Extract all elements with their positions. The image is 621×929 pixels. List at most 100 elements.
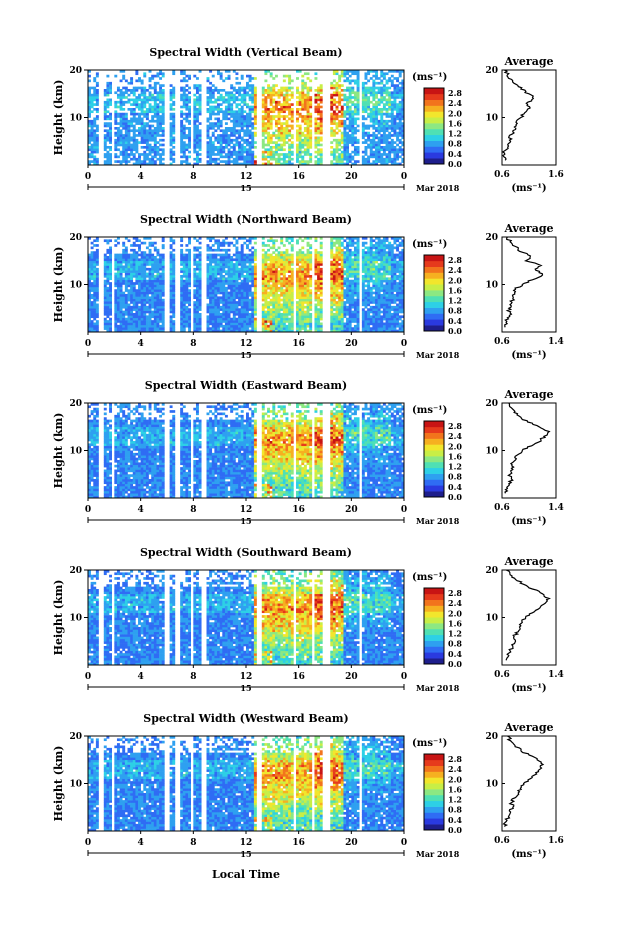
heatmap-cell (193, 292, 196, 295)
heatmap-cell (238, 320, 241, 323)
heatmap-cell (299, 141, 302, 144)
heatmap-cell (388, 91, 391, 94)
heatmap-cell (238, 313, 241, 316)
heatmap-cell (185, 254, 188, 257)
heatmap-cell (207, 275, 210, 278)
heatmap-cell (104, 148, 107, 151)
heatmap-cell (196, 96, 199, 99)
heatmap-cell (122, 94, 125, 97)
heatmap-cell (241, 120, 244, 123)
heatmap-cell (106, 308, 109, 311)
heatmap-cell (143, 106, 146, 109)
heatmap-cell (254, 270, 257, 273)
heatmap-cell (156, 127, 159, 130)
heatmap-cell (149, 77, 152, 80)
heatmap-cell (380, 91, 383, 94)
heatmap-cell (196, 108, 199, 111)
heatmap-cell (267, 132, 270, 135)
heatmap-cell (272, 108, 275, 111)
heatmap-cell (183, 296, 186, 299)
heatmap-cell (149, 308, 152, 311)
heatmap-cell (130, 118, 133, 121)
heatmap-cell (117, 327, 120, 330)
heatmap-cell (220, 242, 223, 245)
heatmap-cell (149, 158, 152, 161)
heatmap-cell (125, 266, 128, 269)
heatmap-cell (141, 256, 144, 259)
heatmap-cell (243, 256, 246, 259)
heatmap-cell (183, 289, 186, 292)
heatmap-cell (217, 141, 220, 144)
heatmap-cell (220, 156, 223, 159)
heatmap-cell (188, 261, 191, 264)
heatmap-cell (291, 141, 294, 144)
heatmap-cell (275, 134, 278, 137)
heatmap-cell (243, 242, 246, 245)
heatmap-cell (278, 156, 281, 159)
heatmap-cell (154, 308, 157, 311)
heatmap-cell (270, 239, 273, 242)
heatmap-cell (357, 89, 360, 92)
heatmap-cell (109, 148, 112, 151)
heatmap-cell (183, 151, 186, 154)
heatmap-cell (243, 122, 246, 125)
heatmap-cell (283, 254, 286, 257)
heatmap-cell (138, 254, 141, 257)
heatmap-cell (207, 304, 210, 307)
heatmap-cell (317, 106, 320, 109)
heatmap-cell (399, 139, 402, 142)
heatmap-cell (399, 118, 402, 121)
heatmap-cell (396, 158, 399, 161)
heatmap-cell (278, 160, 281, 163)
heatmap-cell (222, 137, 225, 140)
heatmap-cell (138, 275, 141, 278)
heatmap-cell (135, 261, 138, 264)
heatmap-cell (301, 115, 304, 118)
heatmap-cell (125, 282, 128, 285)
heatmap-cell (317, 141, 320, 144)
heatmap-cell (170, 304, 173, 307)
heatmap-cell (130, 137, 133, 140)
heatmap-cell (93, 299, 96, 302)
heatmap-cell (317, 132, 320, 135)
heatmap-cell (251, 313, 254, 316)
heatmap-cell (143, 141, 146, 144)
heatmap-cell (183, 125, 186, 128)
heatmap-cell (270, 134, 273, 137)
heatmap-cell (128, 285, 131, 288)
heatmap-cell (149, 153, 152, 156)
heatmap-cell (249, 323, 252, 326)
heatmap-cell (272, 277, 275, 280)
heatmap-cell (388, 106, 391, 109)
heatmap-cell (367, 137, 370, 140)
heatmap-cell (117, 282, 120, 285)
heatmap-cell (196, 263, 199, 266)
heatmap-cell (225, 294, 228, 297)
heatmap-cell (264, 158, 267, 161)
heatmap-cell (238, 327, 241, 330)
heatmap-cell (251, 94, 254, 97)
heatmap-cell (393, 99, 396, 102)
heatmap-cell (188, 96, 191, 99)
heatmap-cell (238, 118, 241, 121)
heatmap-cell (349, 141, 352, 144)
heatmap-cell (278, 127, 281, 130)
heatmap-cell (241, 256, 244, 259)
heatmap-cell (262, 318, 265, 321)
heatmap-cell (399, 141, 402, 144)
heatmap-cell (357, 96, 360, 99)
heatmap-cell (346, 132, 349, 135)
heatmap-cell (217, 89, 220, 92)
heatmap-cell (141, 299, 144, 302)
heatmap-cell (188, 156, 191, 159)
heatmap-cell (225, 315, 228, 318)
heatmap-cell (283, 134, 286, 137)
heatmap-cell (233, 301, 236, 304)
heatmap-cell (207, 99, 210, 102)
heatmap-cell (212, 292, 215, 295)
heatmap-cell (275, 129, 278, 132)
heatmap-cell (291, 151, 294, 154)
heatmap-cell (286, 101, 289, 104)
heatmap-cell (128, 141, 131, 144)
heatmap-cell (314, 108, 317, 111)
